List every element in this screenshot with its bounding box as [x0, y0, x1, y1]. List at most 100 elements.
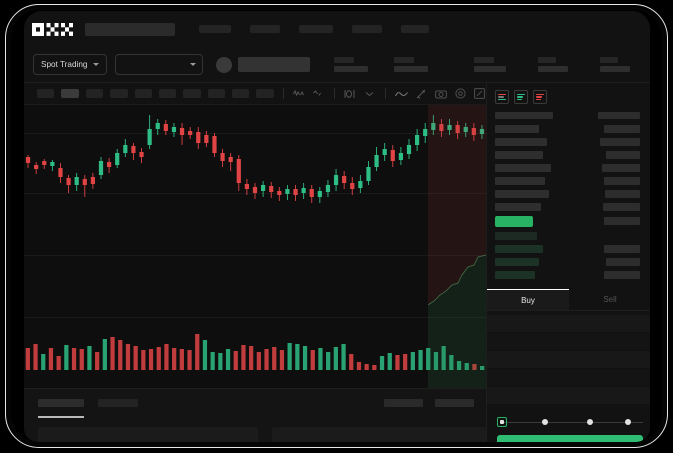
order-book[interactable] — [487, 110, 650, 308]
orderbook-bid-amount — [604, 245, 640, 253]
drawing-icon[interactable] — [415, 87, 428, 100]
camera-icon[interactable] — [434, 87, 447, 100]
orderbook-mode-asks[interactable] — [533, 90, 547, 104]
stat-value — [600, 66, 631, 72]
tab-sell[interactable]: Sell — [569, 289, 650, 310]
timeframe-6h[interactable] — [207, 89, 225, 98]
gridline — [24, 133, 486, 134]
field-total[interactable] — [487, 369, 650, 387]
chevron-down-icon — [190, 63, 197, 66]
timeframe-15m[interactable] — [85, 89, 104, 98]
timeframe-12h[interactable] — [232, 89, 250, 98]
line-chart-icon[interactable] — [394, 87, 408, 100]
field-amount[interactable] — [487, 351, 650, 369]
slider-step-2[interactable] — [587, 419, 593, 425]
orderbook-ask-amount — [604, 177, 640, 185]
orders-content — [38, 427, 490, 442]
orderbook-ask-row[interactable] — [495, 164, 551, 172]
slider-step-0[interactable] — [497, 417, 507, 427]
bottom-tab-order-history[interactable] — [98, 399, 138, 407]
timeframe-4h[interactable] — [183, 89, 201, 98]
template-icon[interactable] — [344, 87, 357, 100]
timeframe-5m[interactable] — [61, 89, 79, 98]
nav-item-markets[interactable] — [199, 25, 231, 33]
bottom-action-1[interactable] — [384, 399, 423, 407]
orderbook-ask-amount — [600, 138, 640, 146]
buy-sell-tabs: Buy Sell — [487, 289, 650, 311]
chart-toolbar — [24, 83, 486, 105]
orderbook-mode-bids[interactable] — [514, 90, 528, 104]
orderbook-mode-both[interactable] — [495, 90, 509, 104]
orderbook-ask-amount — [606, 151, 640, 159]
bottom-tab-open-orders[interactable] — [38, 399, 84, 407]
gridline — [24, 317, 486, 318]
pair-selector[interactable] — [115, 54, 204, 75]
gridline — [24, 255, 486, 256]
toolbar-divider — [333, 88, 335, 99]
orderbook-col-price-header — [495, 112, 553, 119]
fullscreen-icon[interactable] — [473, 87, 486, 100]
nav-item-more[interactable] — [401, 25, 429, 33]
orderbook-ask-row[interactable] — [495, 125, 539, 133]
timeframe-1h[interactable] — [134, 89, 152, 98]
stat-label — [334, 57, 355, 63]
orderbook-bid-row[interactable] — [495, 258, 539, 266]
field-order-type[interactable] — [487, 315, 650, 333]
orderbook-bid-row[interactable] — [495, 245, 543, 253]
orderbook-spread-amount — [604, 217, 640, 225]
orderbook-mode-group — [487, 83, 650, 110]
active-tab-underline — [38, 416, 84, 418]
nav-item-trade[interactable] — [250, 25, 280, 33]
orderbook-ask-row[interactable] — [495, 190, 549, 198]
stat-24h-change — [394, 57, 429, 72]
slider-step-1[interactable] — [542, 419, 548, 425]
stat-label — [394, 57, 415, 63]
indicator-icon[interactable] — [293, 87, 306, 100]
field-available — [487, 387, 650, 405]
orderbook-bid-amount — [606, 258, 640, 266]
orders-actions — [384, 399, 474, 407]
slider-track — [501, 422, 643, 423]
timeframe-30m[interactable] — [110, 89, 128, 98]
field-price[interactable] — [487, 333, 650, 351]
orderbook-bid-row[interactable] — [495, 271, 535, 279]
bottom-action-2[interactable] — [435, 399, 474, 407]
timeframe-1d[interactable] — [256, 89, 274, 98]
stat-value — [394, 66, 429, 72]
orderbook-ask-amount — [602, 164, 640, 172]
nav-item-earn[interactable] — [352, 25, 382, 33]
orderbook-ask-row[interactable] — [495, 177, 545, 185]
orderbook-ask-amount — [604, 125, 640, 133]
amount-percent-slider[interactable] — [497, 417, 643, 429]
okx-logo[interactable] — [32, 22, 74, 36]
timeframe-2h[interactable] — [158, 89, 177, 98]
tab-sell-label: Sell — [603, 295, 617, 304]
main-nav — [199, 25, 429, 33]
orderbook-ask-row[interactable] — [495, 151, 543, 159]
search-input[interactable] — [85, 22, 175, 36]
stat-value — [538, 66, 569, 72]
timeframe-1m[interactable] — [37, 89, 55, 98]
orderbook-ask-row[interactable] — [495, 138, 547, 146]
trading-mode-selector[interactable]: Spot Trading — [33, 54, 108, 75]
orderbook-bid-amount — [604, 271, 640, 279]
orderbook-ask-amount — [605, 190, 640, 198]
tab-buy[interactable]: Buy — [487, 289, 569, 310]
stat-label — [474, 57, 495, 63]
app-screen: Spot Trading — [24, 11, 650, 442]
orderbook-ask-amount — [603, 203, 640, 211]
price-chart[interactable] — [24, 105, 486, 388]
chevron-down-icon[interactable] — [363, 87, 376, 100]
slider-step-3[interactable] — [625, 419, 631, 425]
candlestick-series — [25, 115, 485, 203]
nav-item-derivatives[interactable] — [299, 25, 333, 33]
buy-submit-button[interactable] — [497, 435, 643, 442]
orderbook-spread-row[interactable] — [495, 216, 533, 227]
instrument-bar: Spot Trading — [24, 47, 650, 83]
compare-icon[interactable] — [312, 87, 325, 100]
orderbook-bid-row[interactable] — [495, 232, 537, 240]
orders-tabs — [24, 389, 486, 407]
settings-icon[interactable] — [454, 87, 467, 100]
orderbook-ask-row[interactable] — [495, 203, 541, 211]
